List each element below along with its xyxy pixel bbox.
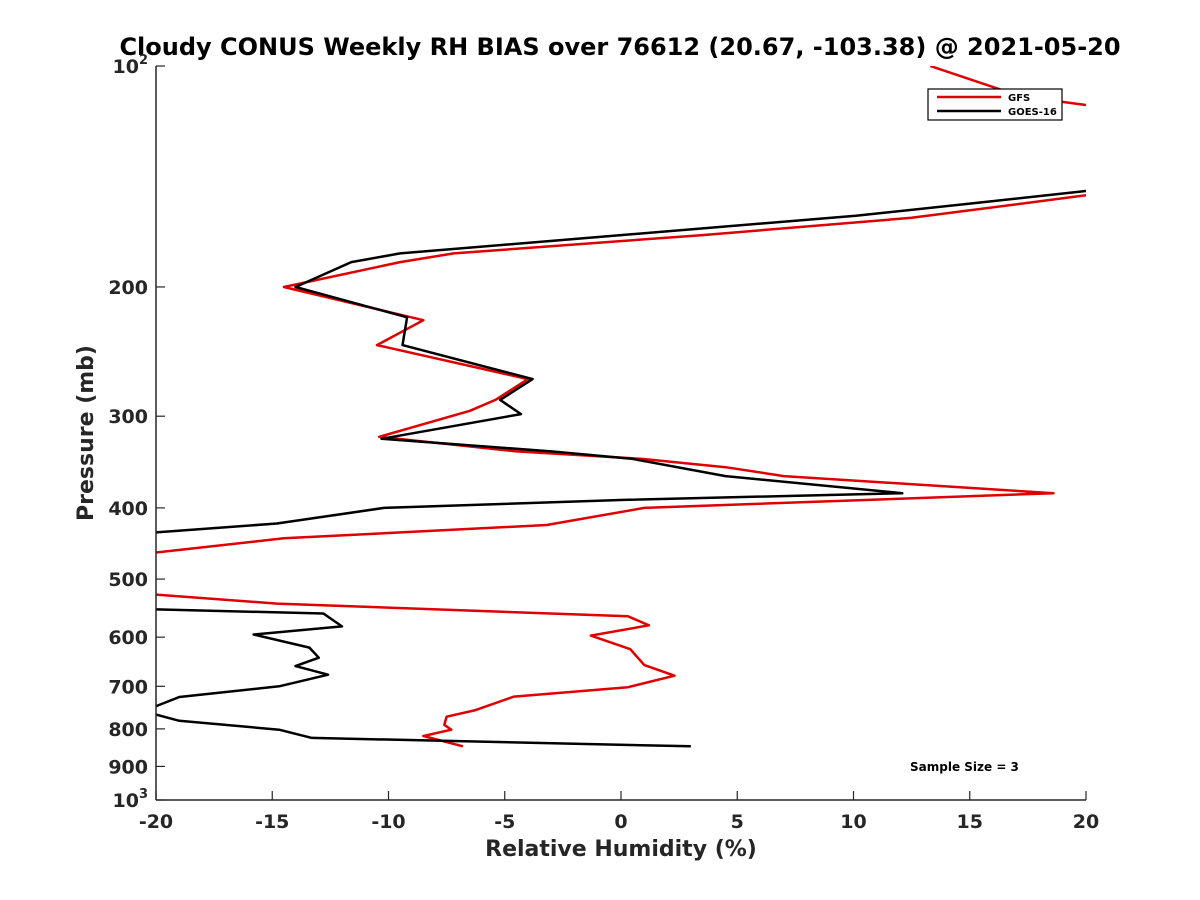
plot-area-frame [156, 66, 1086, 800]
x-tick-label: -20 [139, 811, 173, 833]
x-tick-label: 0 [614, 811, 627, 833]
sample-size-annotation: Sample Size = 3 [910, 760, 1019, 774]
y-tick-label: 600 [108, 627, 148, 649]
series-line-gfs-segment-3 [156, 593, 676, 748]
x-tick-label: 20 [1073, 811, 1099, 833]
x-tick-label: -5 [494, 811, 515, 833]
y-tick-label: 300 [108, 406, 148, 428]
y-axis-label: Pressure (mb) [74, 345, 99, 521]
legend-box [927, 88, 1063, 121]
series-line-goes16-segment-3 [156, 713, 691, 748]
x-tick-label: 10 [840, 811, 866, 833]
y-tick-label: 103 [113, 787, 149, 812]
legend: GFS GOES-16 [927, 88, 1063, 121]
y-tick-label: 400 [108, 498, 148, 520]
y-tick-label: 700 [108, 676, 148, 698]
chart-title: Cloudy CONUS Weekly RH BIAS over 76612 (… [119, 33, 1120, 61]
y-tick-label: 200 [108, 277, 148, 299]
y-tick-label: 900 [108, 756, 148, 778]
y-tick-label: 800 [108, 719, 148, 741]
plot-lines [156, 66, 1086, 748]
series-line-goes16-segment-1 [156, 189, 1086, 534]
x-tick-label: -15 [255, 811, 289, 833]
legend-label-gfs: GFS [1008, 93, 1030, 104]
x-axis-label: Relative Humidity (%) [485, 837, 757, 862]
x-tick-label: -10 [371, 811, 405, 833]
legend-label-goes16: GOES-16 [1008, 107, 1057, 118]
y-tick-label: 500 [108, 569, 148, 591]
x-tick-label: 5 [731, 811, 744, 833]
axis-ticks: -20 -15 -10 -5 0 5 10 15 20 102 200 300 400 500 600 700… [108, 53, 1099, 833]
x-tick-label: 15 [957, 811, 983, 833]
series-line-goes16-segment-2 [156, 608, 344, 708]
y-tick-label: 102 [113, 53, 149, 78]
series-line-gfs-segment-2 [156, 194, 1086, 554]
